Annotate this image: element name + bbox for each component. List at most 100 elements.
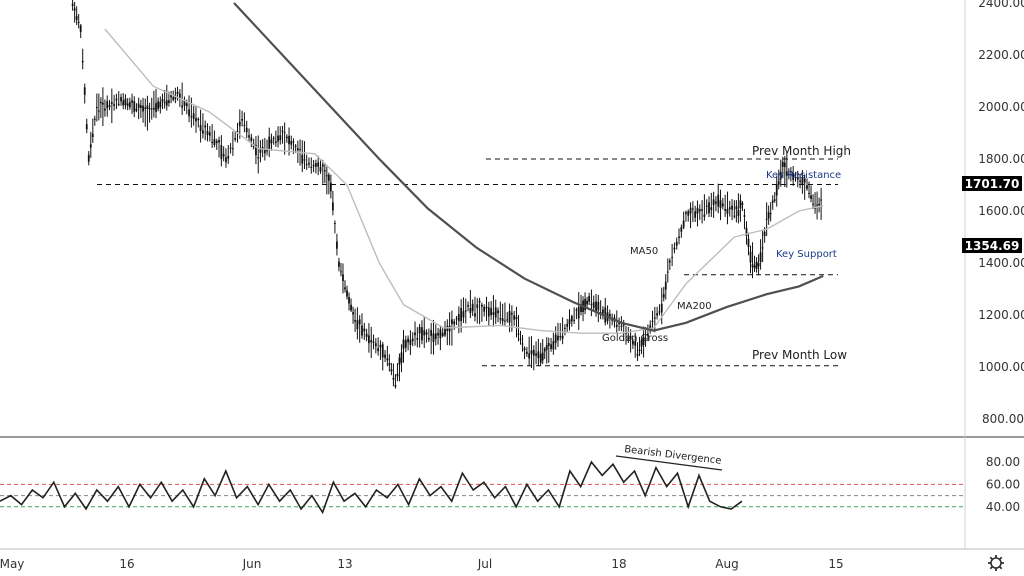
candles <box>71 0 823 389</box>
candle-body <box>743 215 746 217</box>
candle-body <box>372 341 375 343</box>
candle-body <box>767 212 770 219</box>
candle-body <box>806 185 808 189</box>
candle-body <box>317 162 320 167</box>
candle-body <box>139 105 142 108</box>
candle-body <box>206 130 209 135</box>
candle-body <box>492 312 495 315</box>
candle-body <box>152 107 155 110</box>
candle-body <box>334 223 336 225</box>
candle-body <box>658 311 661 313</box>
gear-icon[interactable] <box>988 555 1004 571</box>
candle-body <box>77 21 80 23</box>
candle-body <box>457 314 460 321</box>
candle-body <box>448 325 451 332</box>
candle-body <box>402 339 405 349</box>
candle-body <box>204 125 207 128</box>
candle-body <box>290 141 293 145</box>
candle-body <box>595 301 597 313</box>
candle-body <box>590 303 593 305</box>
price-tick-label: 1600.00 <box>978 204 1024 218</box>
price-tick-label: 1200.00 <box>978 308 1024 322</box>
candle-body <box>808 192 810 194</box>
candle-body <box>568 319 571 325</box>
candle-body <box>327 174 330 181</box>
candle-body <box>580 304 582 313</box>
label-prev-month-low: Prev Month Low <box>752 348 847 362</box>
candle-body <box>710 207 713 211</box>
candle-body <box>627 338 630 341</box>
candle-body <box>779 171 782 180</box>
time-tick-label: Aug <box>715 557 738 571</box>
candle-body <box>418 326 421 334</box>
candle-body <box>365 333 368 337</box>
candle-body <box>292 141 295 143</box>
candle-body <box>414 332 416 336</box>
candle-body <box>384 354 386 358</box>
candle-body <box>763 231 766 236</box>
price-tick-label: 1400.00 <box>978 256 1024 270</box>
candle-body <box>656 313 659 316</box>
candle-body <box>753 265 756 268</box>
candle-body <box>308 162 310 165</box>
candle-body <box>170 95 172 98</box>
candle-body <box>629 336 632 340</box>
candle-body <box>703 214 706 217</box>
candle-body <box>222 154 225 157</box>
candle-body <box>159 101 162 108</box>
candle-body <box>464 310 467 312</box>
candle-body <box>638 349 641 352</box>
candle-body <box>469 308 472 314</box>
candle-body <box>501 318 504 322</box>
candle-body <box>462 311 465 318</box>
candle-body <box>745 227 748 236</box>
candle-body <box>733 215 736 217</box>
candle-body <box>396 373 399 377</box>
candle-body <box>430 330 433 336</box>
candle-body <box>348 297 350 304</box>
label-golden-cross: Golden Cross <box>602 333 668 344</box>
candle-body <box>178 93 181 99</box>
candle-body <box>783 162 786 168</box>
candle-body <box>427 337 430 340</box>
candle-body <box>523 348 526 351</box>
candle-body <box>425 332 428 335</box>
candle-body <box>161 99 164 102</box>
candle-body <box>818 203 821 206</box>
candle-body <box>497 310 499 314</box>
candle-body <box>218 139 220 143</box>
candle-body <box>303 159 306 161</box>
candle-body <box>137 103 140 109</box>
candle-body <box>785 171 788 176</box>
candle-body <box>434 333 437 339</box>
candle-body <box>220 145 223 160</box>
label-prev-month-high: Prev Month High <box>752 144 851 158</box>
price-tick-label: 1000.00 <box>978 360 1024 374</box>
candle-body <box>404 339 407 348</box>
candle-body <box>319 167 322 172</box>
candle-body <box>329 182 332 192</box>
candle-body <box>474 313 476 317</box>
candle-body <box>398 357 401 365</box>
candle-body <box>79 25 82 32</box>
candle-body <box>255 145 257 156</box>
candle-body <box>202 130 204 134</box>
candle-body <box>135 108 138 111</box>
rsi-tick-label: 60.00 <box>986 477 1020 491</box>
time-tick-label: 18 <box>611 557 626 571</box>
candle-body <box>279 135 282 141</box>
label-ma50: MA50 <box>630 246 658 257</box>
candle-body <box>83 87 86 95</box>
candle-body <box>485 306 488 309</box>
candle-body <box>185 103 188 107</box>
candle-body <box>192 113 195 119</box>
candle-body <box>775 184 778 196</box>
candle-body <box>352 312 354 315</box>
candle-body <box>120 97 122 102</box>
candle-body <box>680 227 683 232</box>
candle-body <box>467 305 469 307</box>
candle-body <box>394 385 397 387</box>
label-key-resistance: Key Resistance <box>766 170 841 181</box>
candle-body <box>229 147 232 149</box>
candle-body <box>755 261 758 269</box>
